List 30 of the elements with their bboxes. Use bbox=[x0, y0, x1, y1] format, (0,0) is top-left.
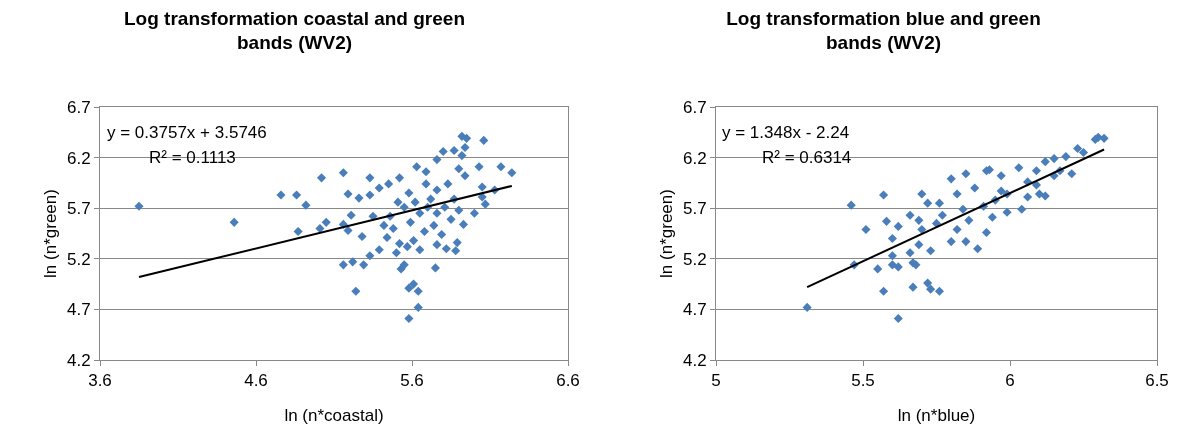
y-tick-label: 5.2 bbox=[66, 249, 91, 269]
y-tick-label: 6.2 bbox=[66, 148, 91, 168]
y-tick-label: 6.7 bbox=[66, 97, 91, 117]
x-tick-label: 5 bbox=[711, 371, 721, 391]
y-tick-label: 6.7 bbox=[682, 97, 707, 117]
x-tick-label: 4.6 bbox=[244, 371, 268, 391]
annotation: y = 0.3757x + 3.5746 bbox=[107, 123, 267, 142]
x-tick-label: 5.5 bbox=[851, 371, 875, 391]
y-tick-label: 4.7 bbox=[682, 300, 707, 320]
y-axis-title: ln (n*green) bbox=[41, 189, 60, 278]
x-tick-label: 6.6 bbox=[556, 371, 580, 391]
x-tick-label: 6 bbox=[1005, 371, 1015, 391]
chart-title: Log transformation blue and green bands (WV2) bbox=[726, 7, 1041, 54]
y-tick-label: 4.2 bbox=[66, 350, 91, 370]
x-tick-label: 6.5 bbox=[1145, 371, 1169, 391]
x-tick-label: 3.6 bbox=[88, 371, 112, 391]
annotation: y = 1.348x - 2.24 bbox=[722, 123, 850, 142]
y-tick-label: 5.2 bbox=[682, 249, 707, 269]
annotation: R² = 0.1113 bbox=[149, 148, 236, 167]
y-tick-label: 6.2 bbox=[682, 148, 707, 168]
y-tick-label: 4.2 bbox=[682, 350, 707, 370]
annotation: R² = 0.6314 bbox=[762, 148, 852, 167]
chart-title: Log transformation coastal and green bands (WV2) bbox=[124, 7, 465, 54]
x-axis-title: ln (n*blue) bbox=[897, 406, 976, 425]
y-axis-title: ln (n*green) bbox=[657, 189, 676, 278]
y-tick-label: 4.7 bbox=[66, 300, 91, 320]
y-tick-label: 5.7 bbox=[682, 199, 707, 219]
x-axis-title: ln (n*coastal) bbox=[284, 406, 384, 425]
y-tick-label: 5.7 bbox=[66, 199, 91, 219]
x-tick-label: 5.6 bbox=[400, 371, 424, 391]
